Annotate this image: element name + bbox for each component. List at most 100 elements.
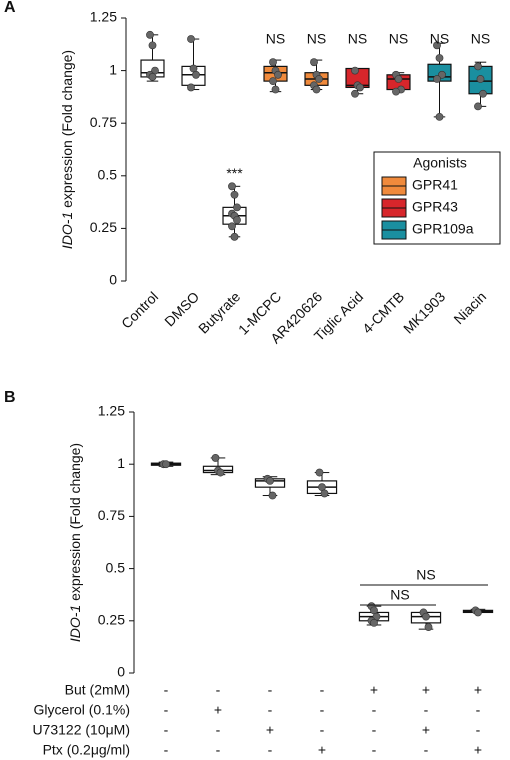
y-axis-label: IDO-1 expression (Fold change)	[67, 443, 83, 642]
legend-label: GPR109a	[412, 221, 474, 237]
y-tick-label: 0.75	[98, 507, 125, 523]
data-point	[269, 58, 277, 67]
y-tick-label: 0	[109, 272, 117, 288]
condition-sign: -	[216, 742, 221, 758]
condition-sign: -	[320, 682, 325, 698]
x-tick-label: Niacin	[450, 288, 489, 327]
y-tick-label: 0.5	[106, 559, 126, 575]
data-point	[474, 102, 482, 111]
y-axis-label: IDO-1 expression (Fold change)	[59, 50, 75, 249]
condition-label: Glycerol (0.1%)	[34, 702, 130, 718]
data-point	[356, 83, 364, 92]
data-point	[148, 41, 157, 50]
legend-label: GPR43	[412, 199, 458, 215]
condition-sign: -	[268, 742, 273, 758]
y-tick-label: 1	[117, 455, 125, 471]
annotation: NS	[348, 31, 367, 47]
data-point	[230, 232, 239, 241]
y-tick-label: 0.25	[90, 219, 117, 235]
data-point	[351, 66, 359, 75]
y-label-text: expression (Fold change)	[59, 50, 75, 212]
condition-sign: +	[370, 682, 378, 698]
bracket-label: NS	[416, 567, 435, 583]
data-point	[474, 608, 482, 617]
condition-sign: -	[476, 702, 481, 718]
data-point	[438, 70, 446, 79]
condition-sign: +	[214, 702, 222, 718]
condition-sign: -	[476, 722, 481, 738]
data-point	[233, 216, 241, 224]
condition-sign: -	[268, 702, 273, 718]
data-point	[435, 54, 444, 62]
y-tick-label: 1	[109, 61, 117, 77]
condition-sign: -	[372, 742, 377, 758]
y-label-gene: IDO-1	[67, 605, 83, 642]
annotation: NS	[266, 31, 285, 47]
annotation: NS	[471, 31, 490, 47]
condition-sign: -	[372, 702, 377, 718]
legend-label: GPR41	[412, 177, 458, 193]
data-point	[228, 182, 236, 191]
data-point	[192, 70, 200, 79]
data-point	[370, 618, 378, 627]
x-tick-label: 4-CMTB	[359, 288, 407, 336]
condition-sign: -	[164, 722, 169, 738]
condition-label: But (2mM)	[65, 682, 130, 698]
legend-title: Agonists	[413, 155, 467, 171]
data-point	[392, 87, 400, 96]
data-point	[433, 41, 441, 50]
data-point	[187, 35, 195, 43]
x-tick-label: Butyrate	[195, 288, 243, 336]
x-tick-label: Control	[118, 288, 161, 331]
y-tick-label: 1.25	[90, 9, 117, 25]
condition-sign: -	[216, 722, 221, 738]
y-label-gene: IDO-1	[59, 212, 75, 249]
x-tick-label: MK1903	[400, 288, 448, 336]
annotation: ***	[226, 165, 243, 181]
data-point	[230, 190, 239, 199]
condition-sign: +	[422, 682, 430, 698]
data-point	[479, 89, 487, 98]
condition-label: Ptx (0.2μg/ml)	[43, 742, 130, 758]
data-point	[433, 75, 441, 83]
y-tick-label: 1.25	[98, 403, 125, 419]
condition-sign: +	[266, 722, 274, 738]
panel-label: B	[4, 389, 16, 406]
data-point	[187, 83, 195, 92]
data-point	[476, 75, 485, 83]
condition-sign: -	[164, 742, 169, 758]
panel-label: A	[4, 0, 16, 16]
condition-sign: -	[372, 722, 377, 738]
data-point	[474, 62, 482, 71]
condition-sign: -	[424, 742, 429, 758]
data-point	[228, 222, 236, 231]
data-point	[266, 477, 274, 485]
y-tick-label: 0.25	[98, 612, 125, 628]
condition-sign: -	[164, 702, 169, 718]
data-point	[146, 30, 154, 39]
data-point	[211, 454, 220, 462]
y-tick-label: 0	[117, 664, 125, 680]
data-point	[424, 623, 433, 631]
data-point	[216, 468, 225, 477]
data-point	[422, 612, 430, 621]
condition-sign: +	[474, 682, 482, 698]
data-point	[274, 70, 282, 79]
data-point	[394, 75, 403, 83]
condition-label: U73122 (10μM)	[32, 722, 130, 738]
condition-sign: -	[216, 682, 221, 698]
condition-sign: +	[318, 742, 326, 758]
condition-sign: -	[320, 702, 325, 718]
y-tick-label: 0.75	[90, 114, 117, 130]
data-point	[312, 85, 321, 94]
data-point	[435, 112, 444, 121]
condition-sign: +	[474, 742, 482, 758]
data-point	[269, 77, 277, 86]
data-point	[320, 489, 329, 498]
data-point	[162, 460, 170, 469]
data-point	[351, 89, 359, 98]
data-point	[233, 203, 241, 212]
condition-sign: -	[268, 682, 273, 698]
y-tick-label: 0.5	[98, 167, 118, 183]
condition-sign: +	[422, 722, 430, 738]
